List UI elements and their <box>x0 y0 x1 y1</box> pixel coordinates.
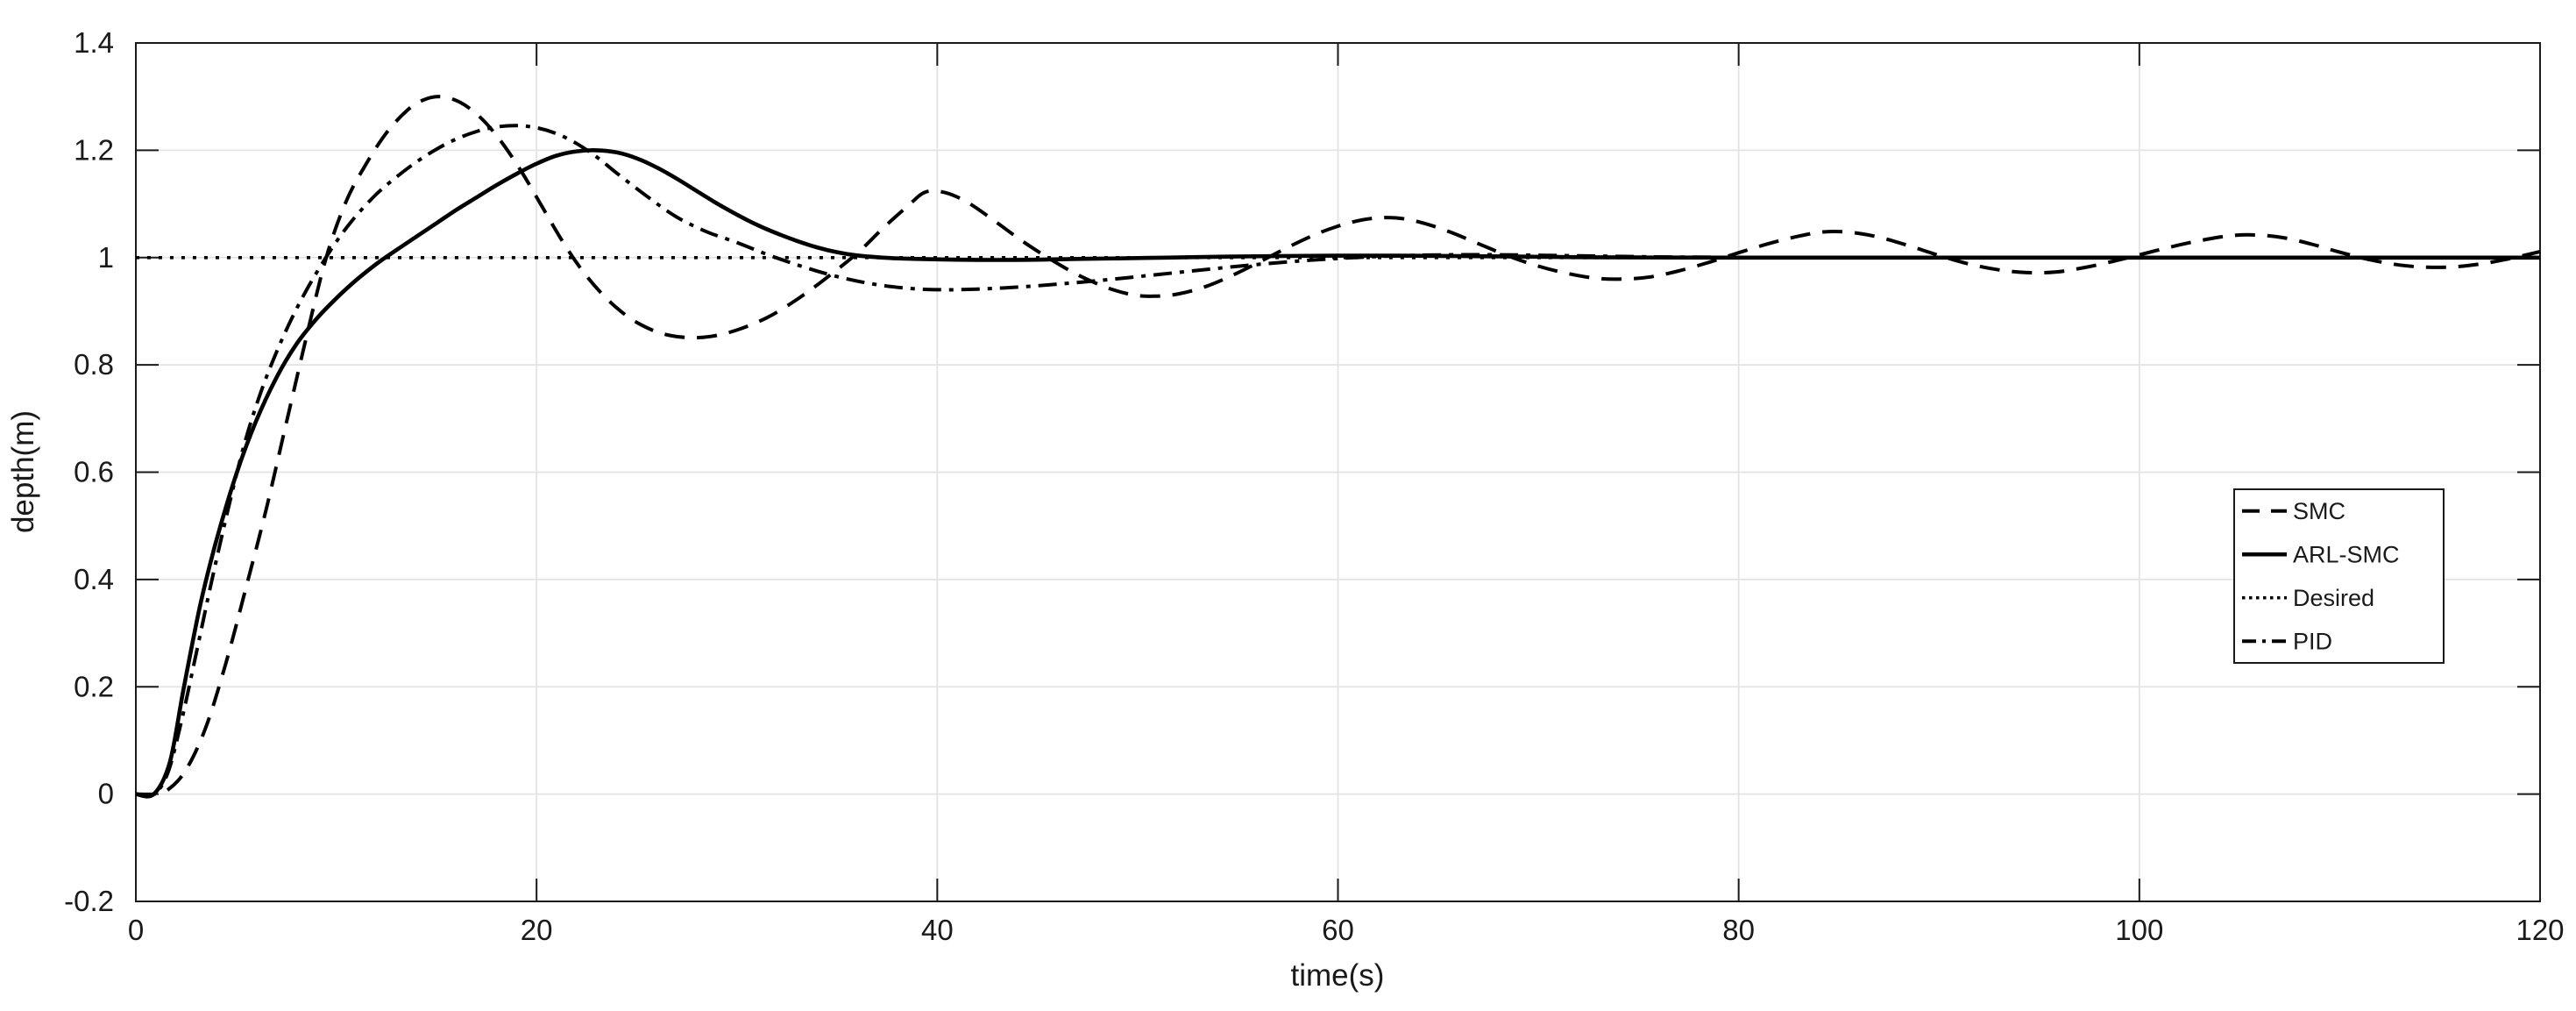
plot-frame <box>135 42 2541 902</box>
y-axis-tick-label: 0 <box>98 778 114 810</box>
y-axis-tick-label: -0.2 <box>64 885 114 917</box>
x-axis-tick-label: 100 <box>2115 914 2163 946</box>
y-axis-label: depth(m) <box>6 410 40 533</box>
curve-smc <box>135 95 2541 796</box>
y-axis-tick-label: 0.8 <box>74 348 114 381</box>
legend: SMC ARL-SMC Desired PID <box>2233 488 2445 664</box>
legend-label-desired: Desired <box>2293 585 2374 611</box>
x-axis-label: time(s) <box>1291 958 1385 993</box>
curve-pid <box>135 124 2540 798</box>
legend-label-arl-smc: ARL-SMC <box>2293 541 2400 567</box>
curves <box>135 95 2541 799</box>
x-axis-tick-label: 60 <box>1322 914 1354 946</box>
tick-labels: 0 20 40 60 80 100 120 -0.2 0 0.2 0.4 0.6 0.8 1 1.2 1.4 <box>64 26 2564 946</box>
y-axis-tick-label: 1 <box>98 241 114 274</box>
x-axis-tick-label: 0 <box>128 914 144 946</box>
x-axis-tick-label: 40 <box>921 914 954 946</box>
legend-label-pid: PID <box>2293 628 2332 654</box>
grid-lines <box>136 43 2540 901</box>
legend-box <box>2233 488 2445 664</box>
legend-label-smc: SMC <box>2293 498 2345 524</box>
y-axis-tick-label: 1.2 <box>74 133 114 166</box>
y-axis-tick-label: 0.2 <box>74 670 114 702</box>
y-axis-tick-label: 0.6 <box>74 456 114 488</box>
x-axis-tick-label: 120 <box>2516 914 2564 946</box>
y-axis-tick-label: 0.4 <box>74 563 114 595</box>
x-axis-tick-label: 20 <box>521 914 553 946</box>
y-axis-tick-label: 1.4 <box>74 26 114 59</box>
x-axis-tick-label: 80 <box>1722 914 1755 946</box>
